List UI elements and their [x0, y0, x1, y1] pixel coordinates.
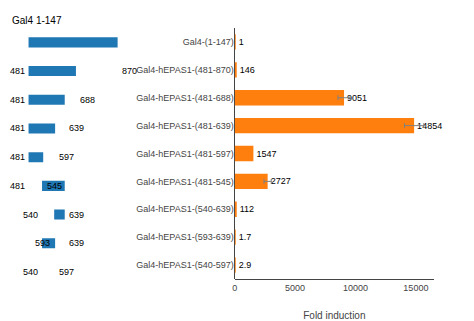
- svg-text:Gal4-hEPAS1-(593-639): Gal4-hEPAS1-(593-639): [136, 232, 233, 242]
- svg-text:9051: 9051: [347, 93, 367, 103]
- svg-text:112: 112: [240, 204, 254, 214]
- svg-text:639: 639: [69, 123, 84, 133]
- svg-text:5000: 5000: [285, 283, 305, 293]
- svg-text:Gal4-hEPAS1-(481-545): Gal4-hEPAS1-(481-545): [136, 177, 233, 187]
- svg-text:1547: 1547: [256, 149, 276, 159]
- svg-text:Gal4-hEPAS1-(481-688): Gal4-hEPAS1-(481-688): [136, 93, 233, 103]
- svg-text:0: 0: [232, 283, 237, 293]
- svg-text:593: 593: [35, 238, 50, 248]
- svg-text:540: 540: [23, 267, 38, 277]
- svg-text:481: 481: [10, 181, 25, 191]
- svg-text:540: 540: [23, 210, 38, 220]
- svg-text:Gal4 1-147: Gal4 1-147: [12, 15, 62, 26]
- svg-text:Fold induction: Fold induction: [303, 310, 365, 321]
- svg-text:Gal4-hEPAS1-(481-597): Gal4-hEPAS1-(481-597): [136, 149, 233, 159]
- svg-text:14854: 14854: [417, 121, 442, 131]
- svg-text:597: 597: [59, 152, 74, 162]
- svg-text:2727: 2727: [271, 176, 291, 186]
- svg-text:Gal4-(1-147): Gal4-(1-147): [183, 37, 234, 47]
- svg-text:146: 146: [240, 65, 255, 75]
- svg-text:Gal4-hEPAS1-(540-597): Gal4-hEPAS1-(540-597): [136, 260, 233, 270]
- svg-text:597: 597: [59, 267, 74, 277]
- svg-text:1: 1: [239, 37, 244, 47]
- svg-text:545: 545: [47, 181, 62, 191]
- svg-text:15000: 15000: [403, 283, 428, 293]
- svg-text:Gal4-hEPAS1-(481-639): Gal4-hEPAS1-(481-639): [136, 121, 233, 131]
- svg-text:481: 481: [10, 152, 25, 162]
- svg-text:481: 481: [10, 95, 25, 105]
- svg-text:Gal4-hEPAS1-(540-639): Gal4-hEPAS1-(540-639): [136, 204, 233, 214]
- svg-text:Gal4-hEPAS1-(481-870): Gal4-hEPAS1-(481-870): [136, 65, 233, 75]
- svg-text:1.7: 1.7: [239, 232, 252, 242]
- svg-text:688: 688: [80, 95, 95, 105]
- svg-text:481: 481: [10, 66, 25, 76]
- svg-text:10000: 10000: [343, 283, 368, 293]
- svg-text:870: 870: [122, 66, 137, 76]
- svg-text:481: 481: [10, 123, 25, 133]
- svg-text:639: 639: [69, 210, 84, 220]
- svg-text:2.9: 2.9: [239, 260, 252, 270]
- svg-text:639: 639: [69, 238, 84, 248]
